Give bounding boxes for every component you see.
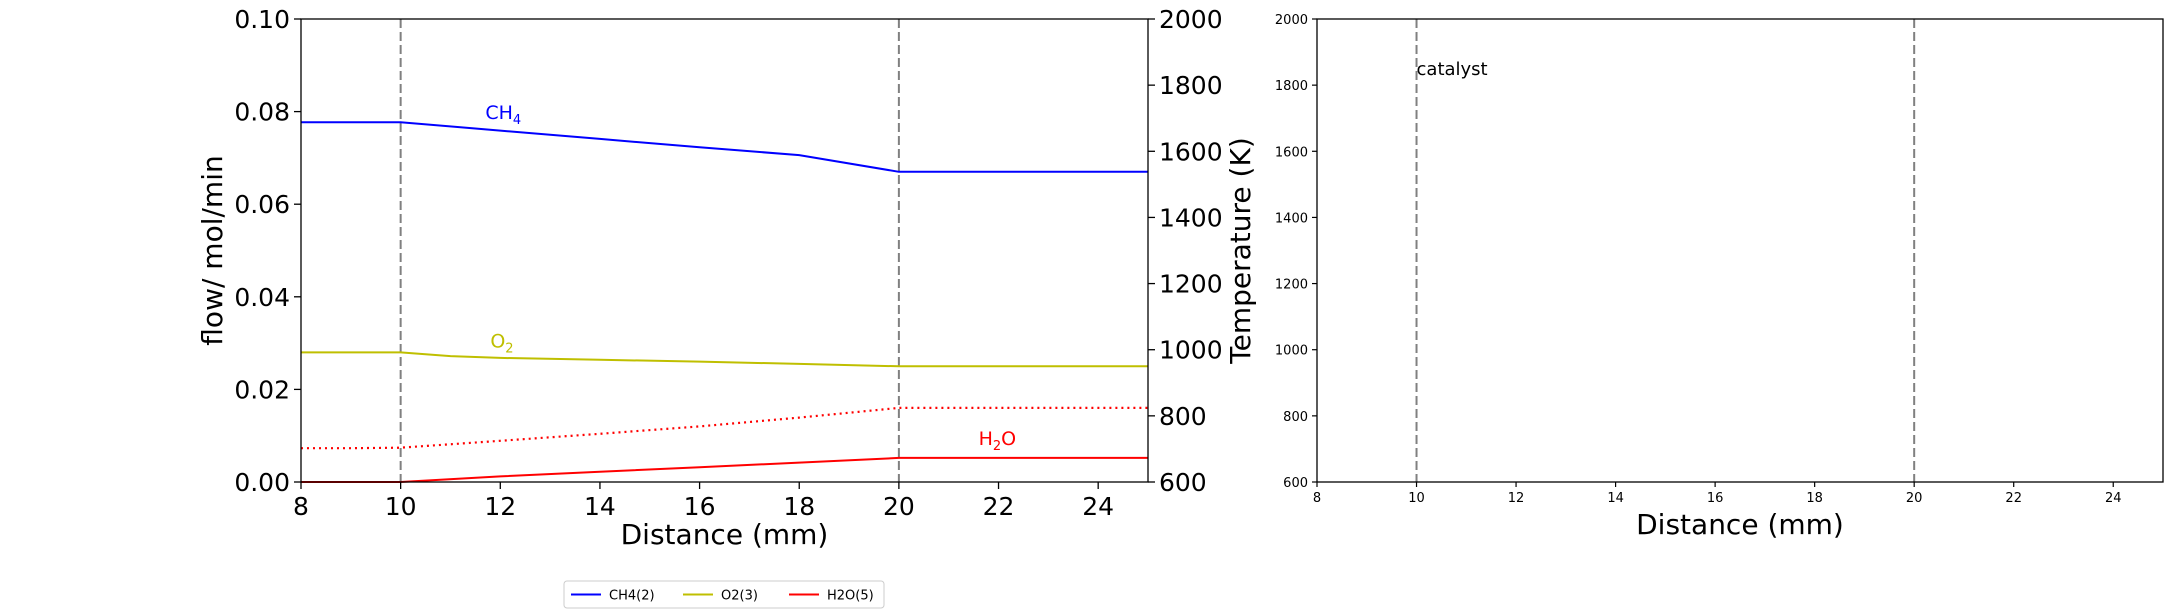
x-tick-label: 18 — [783, 492, 815, 521]
legend-label: H2O(5) — [827, 589, 874, 604]
x-tick-label: 8 — [293, 492, 309, 521]
legend-label: CH4(2) — [609, 589, 655, 604]
y2-tick-label: 1600 — [1159, 137, 1223, 166]
region-annotation: catalyst — [1417, 59, 1488, 80]
series-line-O2(3) — [301, 351, 1148, 368]
y2-tick-label: 1400 — [1159, 203, 1223, 232]
y-tick-label: 800 — [1283, 410, 1308, 425]
series-line-H2O(5) — [301, 456, 1148, 483]
y2-axis-label: Temperature (K) — [1224, 137, 1257, 364]
y-tick-label: 1200 — [1275, 278, 1308, 293]
y-tick-label: 0.00 — [234, 468, 290, 497]
x-tick-label: 12 — [484, 492, 516, 521]
y-axis-label: flow/ mol/min — [196, 155, 229, 345]
legend: CH4(2) O2(3) H2O(5) — [563, 580, 885, 609]
plot-frame-left — [300, 18, 1149, 483]
x-axis-label: Distance (mm) — [621, 518, 829, 551]
y-tick-label: 1800 — [1275, 79, 1308, 94]
series-line-dotted — [301, 406, 1148, 450]
x-tick-label: 24 — [2105, 491, 2122, 506]
x-tick-label: 22 — [983, 492, 1015, 521]
series-annotation: H2O — [979, 428, 1017, 454]
x-tick-label: 12 — [1508, 491, 1525, 506]
x-tick-label: 10 — [385, 492, 417, 521]
x-tick-label: 24 — [1082, 492, 1114, 521]
y2-tick-label: 1000 — [1159, 336, 1223, 365]
x-tick-label: 16 — [1707, 491, 1724, 506]
y-tick-label: 600 — [1283, 476, 1308, 491]
y-tick-label: 0.10 — [234, 5, 290, 34]
series-annotation: CH4 — [485, 102, 521, 128]
y2-tick-label: 2000 — [1159, 5, 1223, 34]
y2-tick-label: 600 — [1159, 468, 1207, 497]
legend-label: O2(3) — [721, 589, 758, 604]
legend-box — [563, 580, 885, 609]
x-tick-label: 10 — [1408, 491, 1425, 506]
y2-tick-label: 800 — [1159, 402, 1207, 431]
x-axis-label: Distance (mm) — [1636, 508, 1844, 541]
x-tick-label: 18 — [1806, 491, 1823, 506]
plot-frame-right — [1316, 18, 2164, 483]
y-tick-label: 0.08 — [234, 98, 290, 127]
x-tick-label: 14 — [584, 492, 616, 521]
y-tick-label: 1400 — [1275, 211, 1308, 226]
y-tick-label: 2000 — [1275, 13, 1308, 28]
x-tick-label: 8 — [1313, 491, 1321, 506]
y-tick-label: 0.02 — [234, 375, 290, 404]
x-tick-label: 20 — [1906, 491, 1923, 506]
series-line-CH4(2) — [301, 121, 1148, 173]
y-tick-label: 0.06 — [234, 190, 290, 219]
series-annotation: O2 — [490, 331, 513, 357]
y2-tick-label: 1800 — [1159, 71, 1223, 100]
x-tick-label: 14 — [1607, 491, 1624, 506]
x-tick-label: 22 — [2005, 491, 2022, 506]
x-tick-label: 16 — [684, 492, 716, 521]
y-tick-label: 1600 — [1275, 145, 1308, 160]
y-tick-label: 1000 — [1275, 344, 1308, 359]
x-tick-label: 20 — [883, 492, 915, 521]
y2-tick-label: 1200 — [1159, 270, 1223, 299]
y-tick-label: 0.04 — [234, 283, 290, 312]
